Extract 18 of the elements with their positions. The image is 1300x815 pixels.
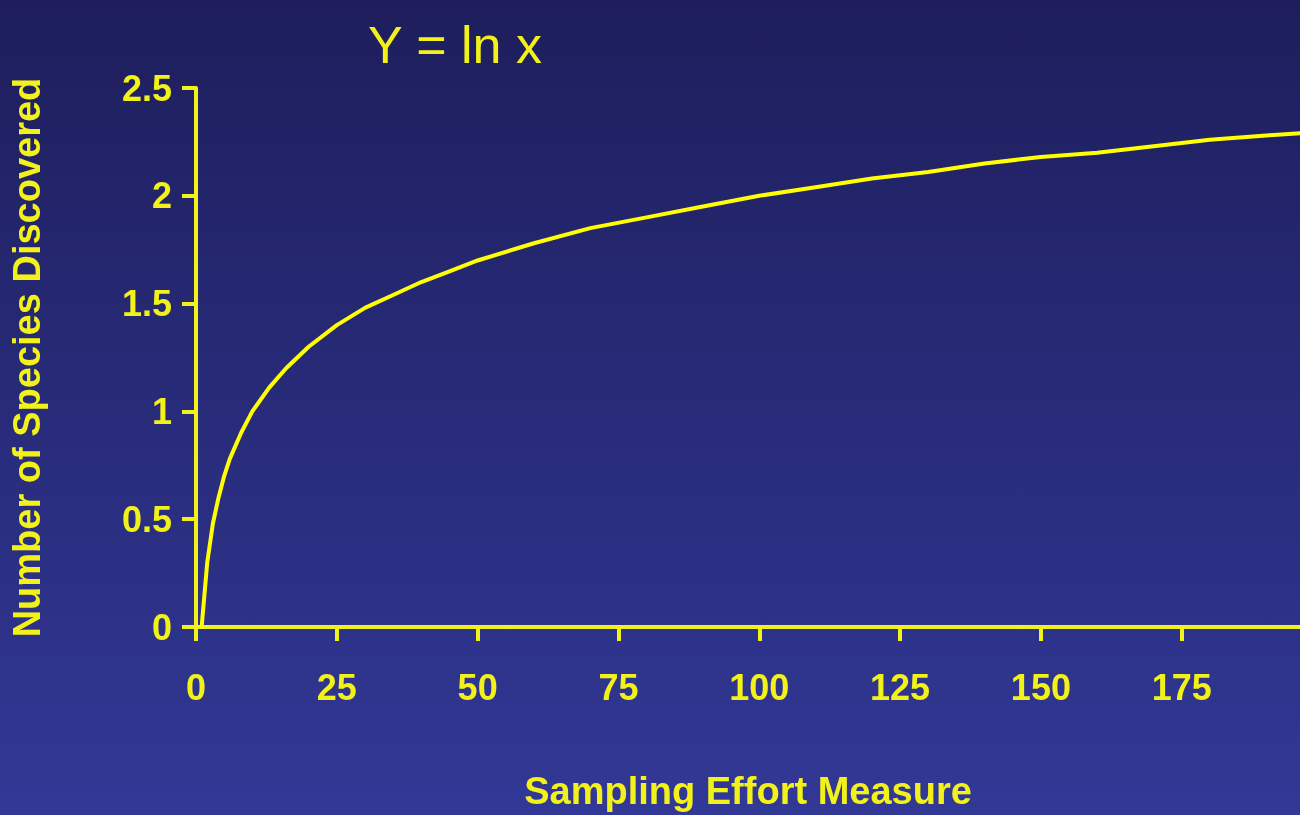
chart-title: Y = ln x [368,16,542,74]
y-tick-label: 1 [151,390,172,432]
x-axis-title: Sampling Effort Measure [524,770,972,812]
x-tick-label: 75 [598,666,639,708]
line-series [199,131,1300,629]
x-tick-label: 150 [1010,666,1071,708]
y-tick-label: 1.5 [121,283,172,325]
x-tick-label: 50 [457,666,498,708]
y-tick-label: 0 [151,606,172,648]
y-axis-title: Number of Species Discovered [6,77,48,638]
y-tick-label: 2.5 [121,67,172,109]
x-tick-label: 25 [316,666,357,708]
y-tick-label: 2 [151,175,172,217]
x-tick-label: 175 [1151,666,1212,708]
x-tick-label: 0 [185,666,207,708]
y-tick-label: 0.5 [121,498,172,540]
x-tick-label: 100 [729,666,790,708]
x-tick-label: 125 [870,666,931,708]
